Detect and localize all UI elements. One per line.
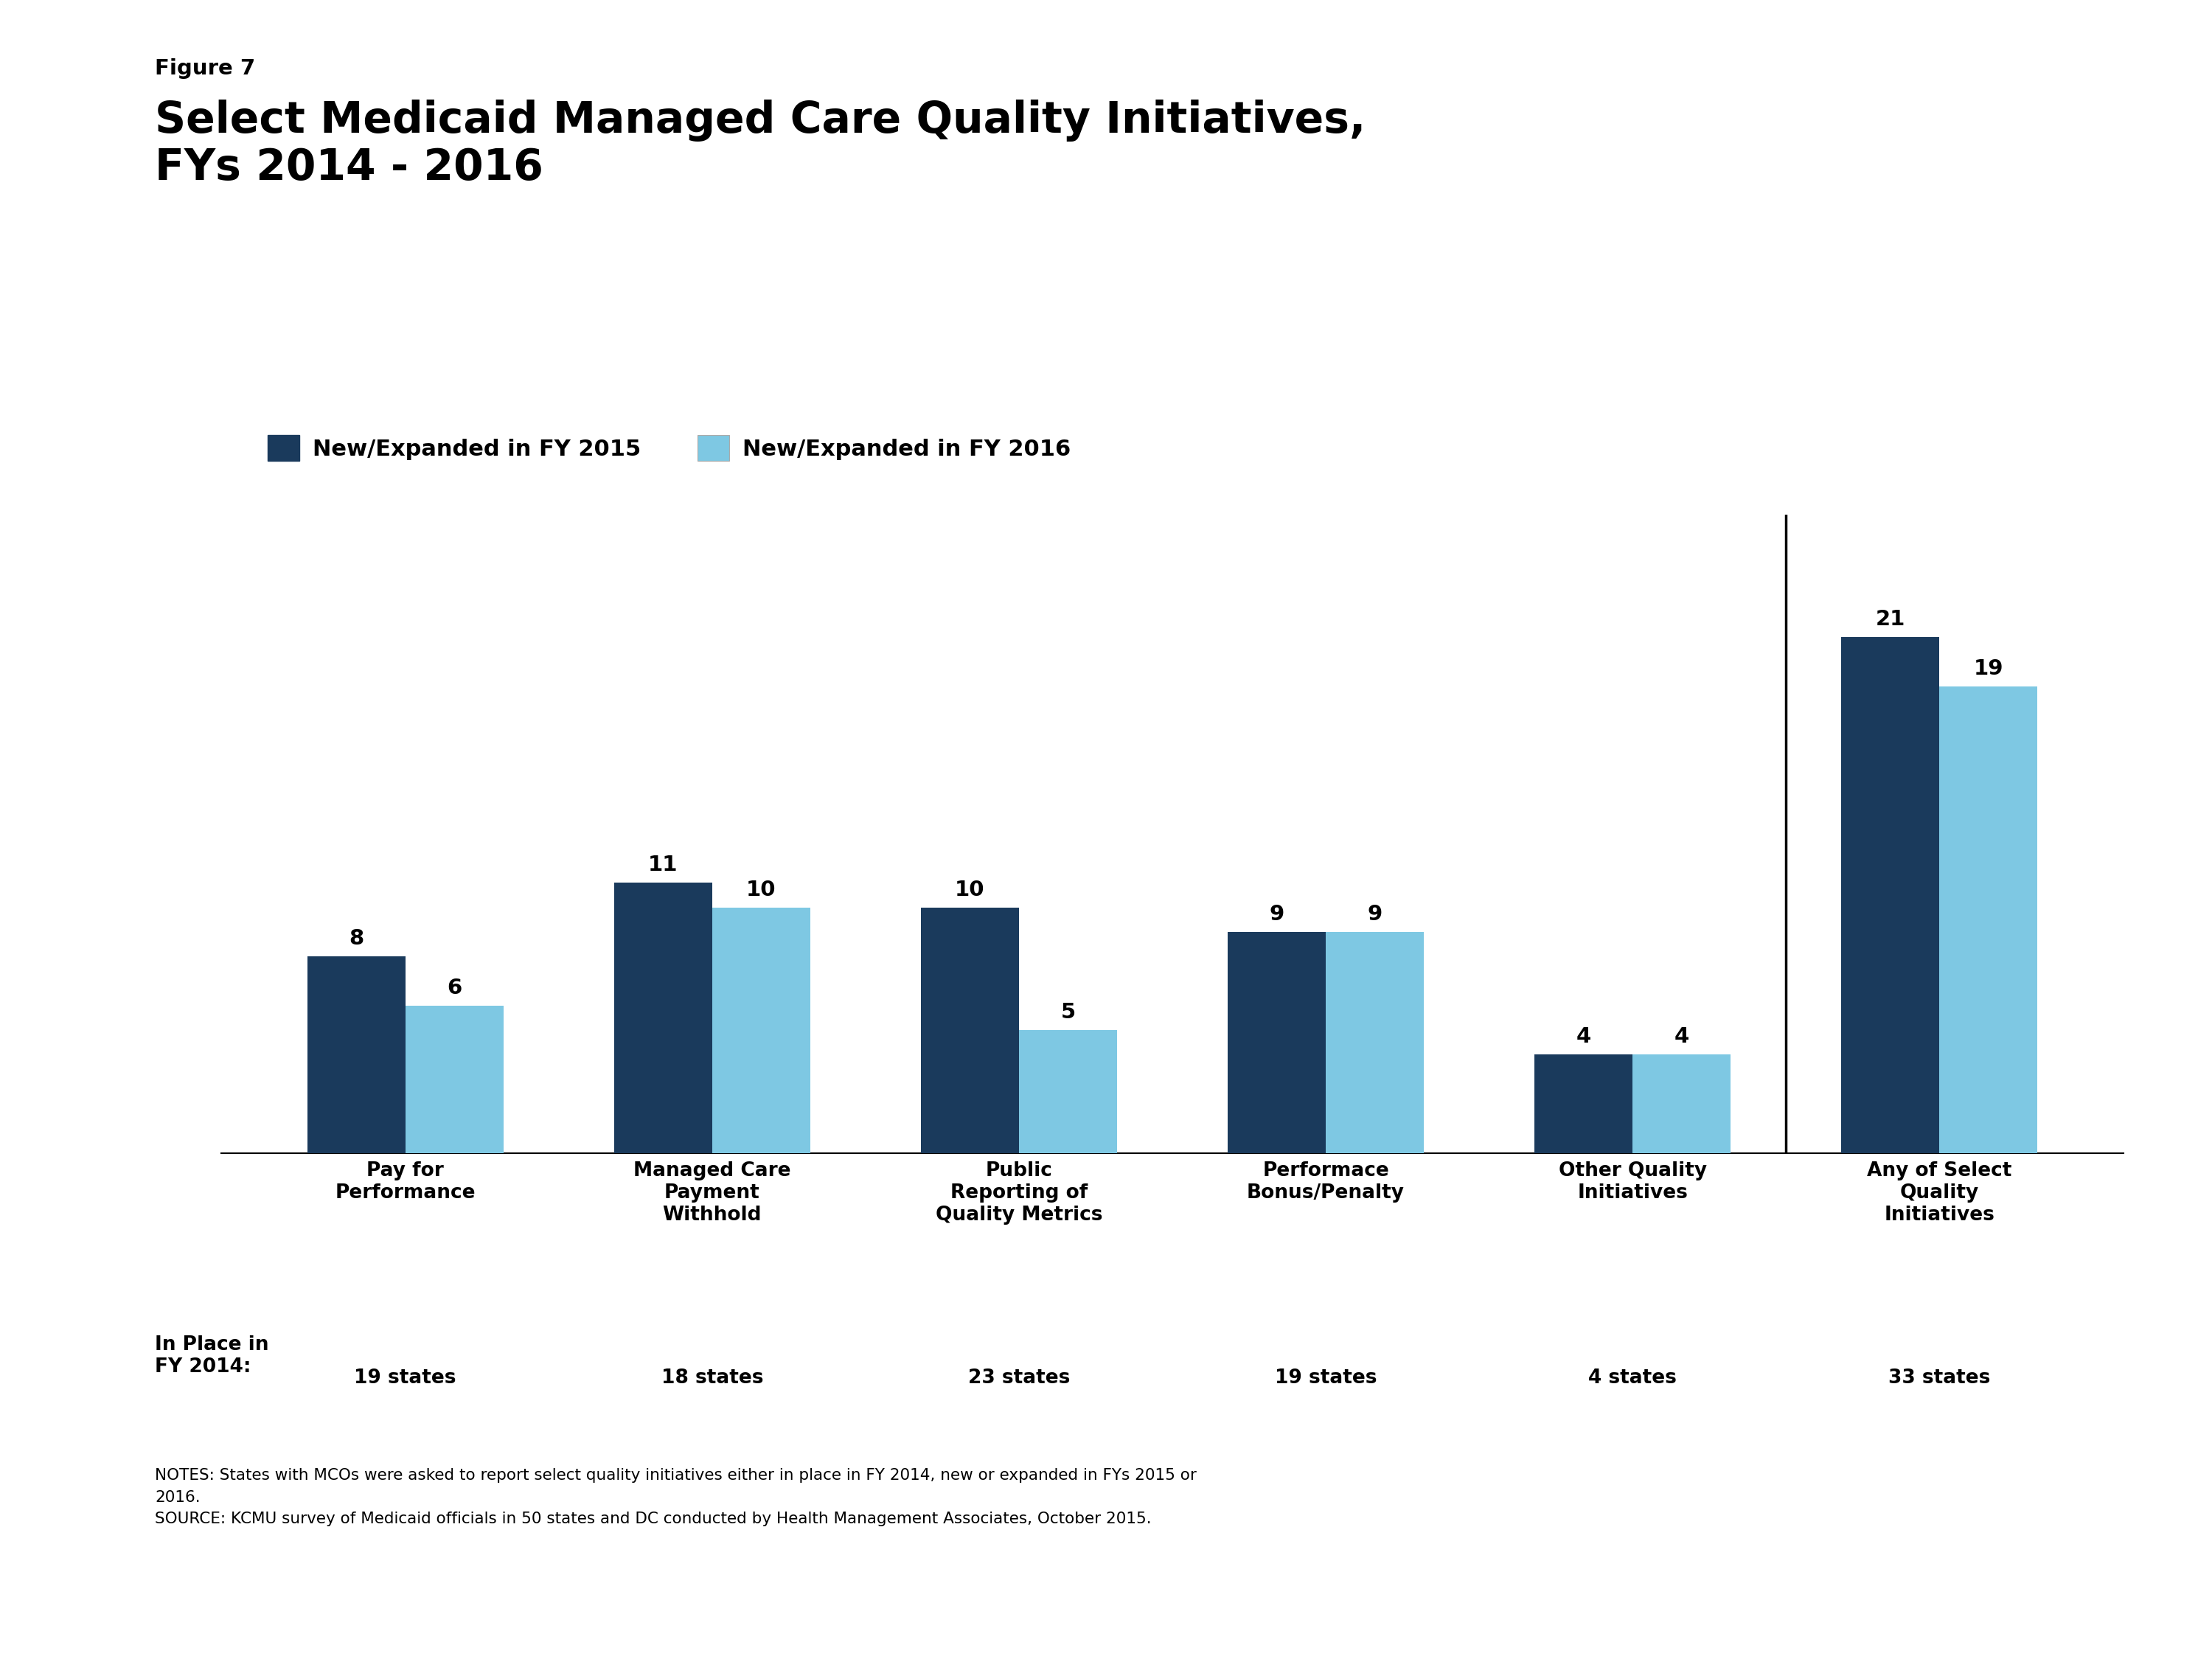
Text: KAISER: KAISER: [2022, 1513, 2084, 1528]
Text: 11: 11: [648, 854, 677, 876]
Bar: [1632, 1055, 1730, 1153]
Text: 4 states: 4 states: [1588, 1369, 1677, 1389]
Bar: [712, 907, 810, 1153]
Text: 5: 5: [1060, 1002, 1075, 1024]
Text: Other Quality
Initiatives: Other Quality Initiatives: [1559, 1161, 1708, 1203]
Text: Public
Reporting of
Quality Metrics: Public Reporting of Quality Metrics: [936, 1161, 1102, 1224]
Text: Figure 7: Figure 7: [155, 58, 254, 78]
Text: Performace
Bonus/Penalty: Performace Bonus/Penalty: [1248, 1161, 1405, 1203]
Text: 6: 6: [447, 977, 462, 999]
Text: 9: 9: [1270, 904, 1285, 924]
Bar: [615, 883, 712, 1153]
Bar: [1325, 932, 1425, 1153]
Text: 18 states: 18 states: [661, 1369, 763, 1389]
Text: 9: 9: [1367, 904, 1382, 924]
Text: 19: 19: [1973, 659, 2004, 679]
Text: 19 states: 19 states: [1274, 1369, 1376, 1389]
Bar: [1840, 637, 1940, 1153]
Bar: [405, 1005, 504, 1153]
Text: Managed Care
Payment
Withhold: Managed Care Payment Withhold: [633, 1161, 792, 1224]
Text: 33 states: 33 states: [1889, 1369, 1991, 1389]
Text: 10: 10: [956, 879, 984, 899]
Text: Select Medicaid Managed Care Quality Initiatives,
FYs 2014 - 2016: Select Medicaid Managed Care Quality Ini…: [155, 100, 1365, 189]
Bar: [1940, 687, 2037, 1153]
Bar: [1535, 1055, 1632, 1153]
Bar: [1228, 932, 1325, 1153]
Text: Pay for
Performance: Pay for Performance: [334, 1161, 476, 1203]
Text: 19 states: 19 states: [354, 1369, 456, 1389]
Text: NOTES: States with MCOs were asked to report select quality initiatives either i: NOTES: States with MCOs were asked to re…: [155, 1468, 1197, 1526]
Legend: New/Expanded in FY 2015, New/Expanded in FY 2016: New/Expanded in FY 2015, New/Expanded in…: [268, 435, 1071, 461]
Text: Any of Select
Quality
Initiatives: Any of Select Quality Initiatives: [1867, 1161, 2013, 1224]
Text: FOUNDATION: FOUNDATION: [2020, 1589, 2086, 1598]
Text: THE HENRY J.: THE HENRY J.: [2020, 1472, 2086, 1481]
Bar: [920, 907, 1020, 1153]
Bar: [1020, 1030, 1117, 1153]
Text: 8: 8: [349, 929, 363, 949]
Text: In Place in
FY 2014:: In Place in FY 2014:: [155, 1335, 270, 1377]
Text: 4: 4: [1575, 1027, 1590, 1047]
Text: 4: 4: [1674, 1027, 1690, 1047]
Text: 23 states: 23 states: [969, 1369, 1071, 1389]
Text: FAMILY: FAMILY: [2022, 1545, 2084, 1558]
Text: 21: 21: [1876, 609, 1905, 630]
Text: 10: 10: [745, 879, 776, 899]
Bar: [307, 957, 405, 1153]
